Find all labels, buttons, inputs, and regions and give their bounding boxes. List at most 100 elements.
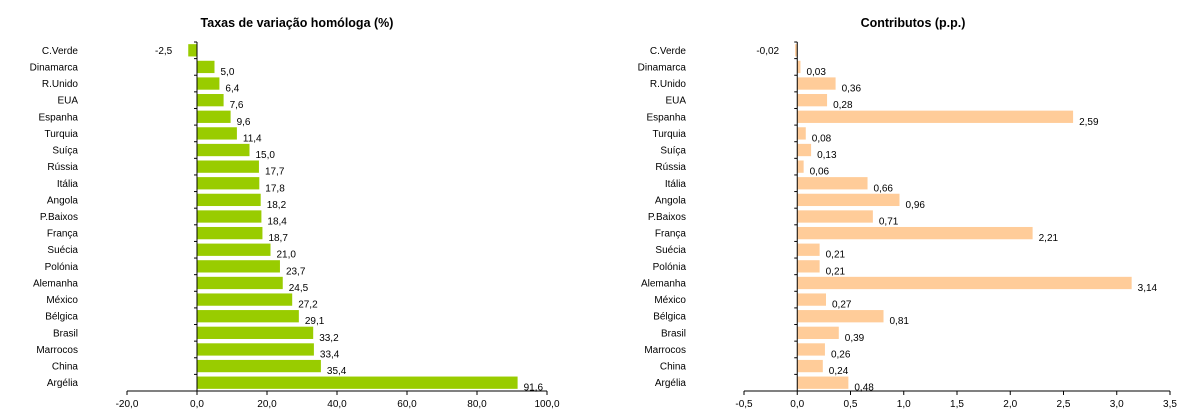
category-label: França (47, 229, 79, 240)
category-label: EUA (57, 96, 78, 107)
category-label: França (655, 229, 687, 240)
bar (188, 44, 197, 57)
bar (197, 177, 260, 190)
data-label: 0,66 (874, 183, 894, 194)
bar (197, 193, 261, 207)
category-label: Argélia (655, 378, 687, 389)
data-label: 0,28 (833, 100, 853, 111)
x-tick-label: 0,0 (190, 399, 204, 410)
contributions-chart: Contributos (p.p.) C.Verde -0,02 Dinamarca… (638, 16, 1178, 410)
data-label: 27,2 (298, 300, 318, 311)
bar (197, 260, 280, 273)
data-label: 5,0 (221, 67, 235, 78)
bar (797, 310, 884, 323)
category-label: Dinamarca (638, 62, 687, 73)
bar (797, 60, 801, 74)
category-label: Rússia (655, 162, 686, 173)
bar (797, 376, 849, 389)
data-label: 0,81 (890, 316, 910, 327)
category-label: Alemanha (641, 278, 686, 289)
bar (197, 310, 299, 323)
x-tick-label: -20,0 (116, 399, 139, 410)
category-label: Suíça (52, 146, 78, 157)
category-label: Rússia (47, 162, 78, 173)
bar (797, 177, 868, 190)
bar (797, 343, 825, 356)
x-tick-label: 60,0 (397, 399, 417, 410)
category-label: Suíça (660, 146, 686, 157)
data-label: 0,06 (810, 167, 830, 178)
bar (797, 143, 812, 157)
bar (197, 210, 262, 223)
category-label: Marrocos (644, 345, 686, 356)
category-label: México (46, 295, 78, 306)
category-label: Bélgica (653, 312, 686, 323)
x-tick-label: 0,0 (790, 399, 804, 410)
bar (197, 127, 237, 140)
category-label: China (52, 362, 79, 373)
category-label: Espanha (647, 112, 687, 123)
data-label: 3,14 (1138, 283, 1158, 294)
data-label: 0,26 (831, 349, 851, 360)
bar (797, 260, 820, 273)
bar (197, 243, 271, 256)
bar (197, 60, 215, 74)
bar (797, 326, 839, 339)
category-label: Angola (47, 195, 79, 206)
data-label: 29,1 (305, 316, 325, 327)
category-label: Brasil (53, 328, 78, 339)
data-label: 18,7 (268, 233, 288, 244)
data-label: 18,4 (267, 217, 287, 228)
bar (797, 243, 820, 256)
category-label: Suécia (655, 245, 686, 256)
category-label: EUA (665, 96, 686, 107)
category-label: Brasil (661, 328, 686, 339)
data-label: 0,36 (842, 84, 862, 95)
x-tick-label: 1,5 (950, 399, 964, 410)
data-label: 2,59 (1079, 117, 1099, 128)
data-label: 17,8 (265, 183, 285, 194)
bar (197, 160, 259, 173)
category-label: Polónia (653, 262, 687, 273)
bar (797, 226, 1033, 240)
data-label: 0,48 (854, 383, 874, 394)
bar (795, 44, 798, 57)
category-label: Dinamarca (30, 62, 79, 73)
bar (197, 343, 314, 356)
category-label: C.Verde (650, 46, 687, 57)
x-tick-label: 0,5 (844, 399, 858, 410)
bar (197, 226, 263, 240)
data-label: 33,4 (320, 349, 340, 360)
bar (197, 94, 224, 107)
bar (197, 276, 283, 290)
bar (797, 193, 900, 207)
data-label: 0,13 (817, 150, 837, 161)
data-label: 23,7 (286, 266, 306, 277)
category-label: Suécia (47, 245, 78, 256)
bar (197, 376, 518, 389)
data-label: -2,5 (155, 46, 173, 57)
data-label: 0,39 (845, 333, 865, 344)
data-label: 21,0 (277, 250, 297, 261)
data-label: 0,24 (829, 366, 849, 377)
chart-title: Taxas de variação homóloga (%) (201, 16, 394, 30)
category-label: China (660, 362, 687, 373)
bar (797, 77, 836, 90)
category-label: R.Unido (650, 79, 687, 90)
category-label: Polónia (45, 262, 79, 273)
bar (797, 359, 823, 373)
x-tick-label: -0,5 (735, 399, 753, 410)
data-label: 17,7 (265, 167, 285, 178)
category-label: Turquia (652, 129, 686, 140)
bar (197, 143, 250, 157)
data-label: 2,21 (1039, 233, 1059, 244)
x-tick-label: 40,0 (327, 399, 347, 410)
x-tick-label: 2,5 (1057, 399, 1071, 410)
bar (797, 94, 828, 107)
data-label: 18,2 (267, 200, 287, 211)
category-label: Itália (57, 179, 79, 190)
x-tick-label: 3,0 (1110, 399, 1124, 410)
bar (197, 77, 220, 90)
bar (197, 359, 321, 373)
